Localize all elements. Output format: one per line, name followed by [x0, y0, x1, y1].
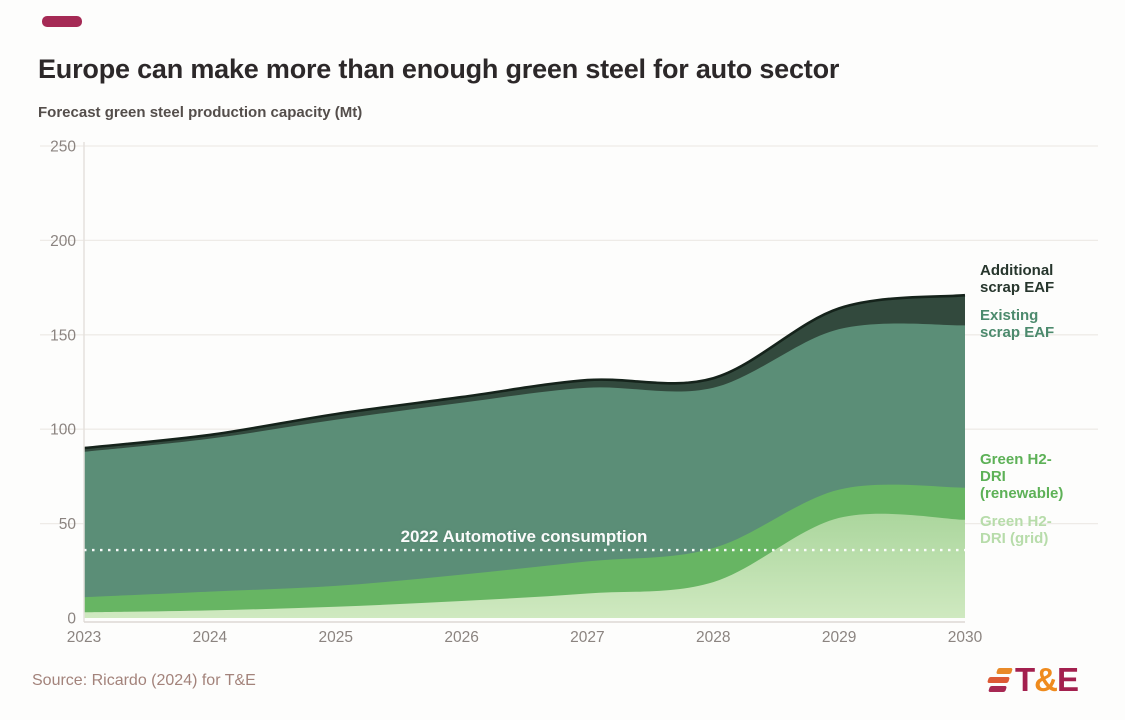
x-axis-tick-label: 2026	[444, 629, 478, 646]
y-axis-tick-label: 150	[50, 327, 76, 344]
x-axis-tick-label: 2027	[570, 629, 604, 646]
x-axis-tick-label: 2023	[67, 629, 101, 646]
logo-letter-e: E	[1057, 661, 1079, 698]
x-axis-tick-label: 2024	[193, 629, 228, 646]
logo-bar	[995, 667, 1013, 674]
y-axis-tick-label: 50	[59, 516, 77, 533]
logo-ampersand: &	[1034, 661, 1058, 698]
chart-subtitle: Forecast green steel production capacity…	[38, 104, 363, 121]
y-axis-tick-label: 250	[50, 139, 76, 156]
area-grid	[84, 513, 965, 618]
tande-logo: T&E	[987, 661, 1079, 698]
tande-logo-bars-icon	[984, 667, 1013, 692]
x-axis-tick-label: 2029	[822, 629, 856, 646]
total-top-line	[83, 293, 966, 450]
x-axis-tick-label: 2028	[696, 629, 730, 646]
logo-bar	[987, 676, 1010, 683]
legend-label-additional-scrap-eaf: Additional scrap EAF	[980, 262, 1055, 296]
legend-label-existing-scrap-eaf: Existing scrap EAF	[980, 307, 1055, 341]
source-attribution: Source: Ricardo (2024) for T&E	[32, 672, 256, 689]
legend-label-green-h2-dri-renewable: Green H2-DRI (renewable)	[980, 451, 1064, 502]
y-axis-tick-label: 100	[50, 422, 76, 439]
reference-line-label: 2022 Automotive consumption	[400, 527, 648, 546]
page-title: Europe can make more than enough green s…	[38, 54, 840, 85]
brand-accent-dash	[42, 16, 82, 27]
logo-letter-t: T	[1015, 661, 1035, 698]
x-axis-tick-label: 2030	[948, 629, 983, 646]
y-axis-tick-label: 0	[67, 611, 76, 628]
tande-logo-text: T&E	[1015, 661, 1079, 698]
x-axis-tick-label: 2025	[318, 629, 352, 646]
logo-bar	[988, 685, 1008, 692]
legend-label-green-h2-dri-grid: Green H2-DRI (grid)	[980, 513, 1052, 547]
y-axis-tick-label: 200	[50, 233, 76, 250]
